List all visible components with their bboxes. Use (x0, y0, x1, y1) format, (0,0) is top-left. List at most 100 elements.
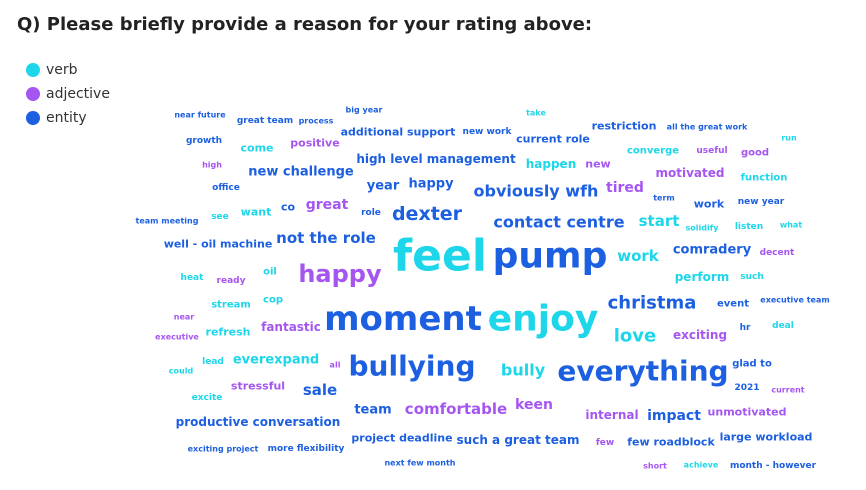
word: come (241, 142, 274, 155)
word: exciting (673, 328, 727, 342)
word: hr (740, 323, 751, 333)
word: co (281, 201, 296, 214)
word: ready (217, 276, 246, 286)
word: such a great team (457, 433, 580, 447)
word: comradery (673, 243, 752, 258)
word: productive conversation (176, 415, 341, 429)
word: team meeting (136, 217, 199, 226)
word: high (202, 161, 222, 170)
word: work (617, 247, 660, 265)
word: converge (627, 146, 679, 157)
word: great (306, 197, 349, 213)
word: process (299, 117, 334, 126)
word: start (639, 212, 680, 230)
word: happy (298, 260, 382, 288)
legend-label: entity (46, 110, 87, 126)
legend-swatch (26, 87, 40, 101)
word: new year (738, 197, 785, 207)
legend-label: verb (46, 62, 78, 78)
word: want (241, 206, 272, 219)
word: growth (186, 136, 222, 146)
word: all the great work (667, 123, 748, 132)
word: current role (516, 133, 590, 146)
word: executive (155, 333, 199, 342)
word: high level management (356, 152, 516, 166)
word: glad to (732, 359, 772, 370)
word: office (212, 183, 240, 193)
word: stream (211, 300, 251, 311)
word: team (354, 403, 391, 418)
word: could (169, 367, 194, 376)
word: lead (202, 357, 224, 367)
word: more flexibility (268, 444, 345, 454)
word: bullying (349, 350, 476, 383)
word: dexter (392, 203, 463, 225)
word: near (174, 313, 195, 322)
word: large workload (720, 431, 813, 444)
word: enjoy (488, 299, 599, 340)
word: everything (557, 355, 728, 388)
word: what (780, 221, 802, 230)
word: love (614, 326, 656, 347)
word: impact (647, 408, 701, 424)
word: contact centre (493, 213, 624, 232)
word: keen (515, 397, 553, 413)
word: solidify (686, 224, 720, 233)
word: comfortable (405, 400, 507, 418)
word: few (596, 438, 614, 448)
word: restriction (592, 120, 657, 133)
word: not the role (276, 229, 376, 247)
word: perform (675, 270, 730, 284)
word: new (585, 158, 610, 171)
word: sale (303, 381, 337, 399)
word: such (740, 272, 764, 282)
word: few roadblock (627, 436, 715, 449)
word: all (330, 361, 341, 370)
word: useful (696, 146, 727, 156)
word: new challenge (248, 165, 354, 180)
word: exciting project (188, 445, 259, 454)
word: near future (174, 111, 226, 120)
word: project deadline (351, 432, 452, 445)
word: good (741, 148, 769, 159)
word: listen (735, 222, 763, 232)
word: 2021 (734, 383, 759, 393)
word: see (211, 212, 229, 222)
word: cop (263, 295, 283, 306)
word: stressful (231, 380, 285, 393)
word: happen (526, 157, 577, 171)
word: tired (606, 180, 644, 196)
legend-swatch (26, 111, 40, 125)
word: oil (263, 267, 277, 278)
word: current (771, 386, 804, 395)
word: feel (393, 231, 487, 282)
word: unmotivated (708, 406, 787, 419)
word: additional support (341, 126, 456, 139)
word: bully (501, 361, 546, 380)
word: role (361, 208, 381, 218)
word: obviously wfh (474, 182, 599, 201)
legend-label: adjective (46, 86, 110, 102)
word: well - oil machine (164, 238, 273, 251)
word: happy (408, 177, 454, 192)
word: great team (237, 116, 293, 126)
word: pump (493, 236, 608, 277)
word: take (526, 109, 546, 118)
word: positive (290, 137, 339, 150)
word: deal (772, 321, 794, 331)
word: term (653, 194, 675, 203)
word: christma (608, 293, 697, 314)
word: year (367, 179, 400, 194)
word: motivated (656, 166, 725, 180)
word: work (694, 198, 725, 211)
word: executive team (760, 296, 829, 305)
word: month - however (730, 461, 817, 471)
word: new work (463, 127, 513, 137)
word: everexpand (233, 353, 319, 368)
word: achieve (684, 461, 719, 470)
word: excite (192, 393, 223, 403)
word: internal (585, 408, 638, 422)
word: next few month (384, 459, 455, 468)
word: function (741, 173, 788, 184)
